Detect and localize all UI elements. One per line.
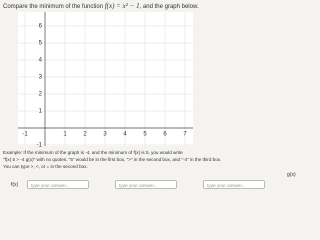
graph: -1 1 2 3 4 5 6 7 -1 1 2 3 4 5 6 — [18, 12, 193, 149]
y-tick-label: 2 — [39, 92, 43, 98]
instruction: You can type >, <, or = in the second bo… — [3, 164, 88, 169]
g-label: g(x) — [287, 172, 296, 178]
x-tick-label: 7 — [183, 132, 187, 138]
f-label: f(x) — [11, 182, 19, 188]
question-text: , and the graph below. — [139, 4, 199, 10]
x-tick-label: -1 — [22, 132, 28, 138]
x-tick-label: 6 — [163, 132, 167, 138]
answer-input[interactable]: type your answer... — [203, 180, 265, 189]
y-tick-label: 5 — [39, 41, 43, 47]
question-text: Compare the minimum of the function — [3, 4, 104, 10]
graph-background — [18, 12, 193, 146]
y-tick-label: 1 — [39, 109, 43, 115]
y-tick-label: 4 — [39, 58, 43, 64]
x-tick-label: 1 — [63, 132, 67, 138]
page: Compare the minimum of the function f(x)… — [3, 2, 317, 192]
y-tick-label: 6 — [39, 24, 43, 30]
answer-input[interactable]: type your answer... — [27, 180, 89, 189]
question: Compare the minimum of the function f(x)… — [3, 2, 199, 10]
x-tick-label: 2 — [83, 132, 87, 138]
answer-row: f(x) type your answer... type your answe… — [3, 172, 317, 192]
formula: f(x) = x² − 1 — [104, 2, 140, 10]
answer-input[interactable]: type your answer... — [115, 180, 177, 189]
y-tick-label: 3 — [39, 75, 43, 81]
instruction: Example: If the minimum of the graph is … — [3, 150, 183, 155]
x-tick-label: 3 — [103, 132, 107, 138]
x-tick-label: 5 — [143, 132, 147, 138]
y-tick-label: -1 — [37, 143, 43, 149]
instruction: "f(x) 5 > -4 g(x)" with no quotes. "5" w… — [3, 157, 222, 162]
x-tick-label: 4 — [123, 132, 127, 138]
